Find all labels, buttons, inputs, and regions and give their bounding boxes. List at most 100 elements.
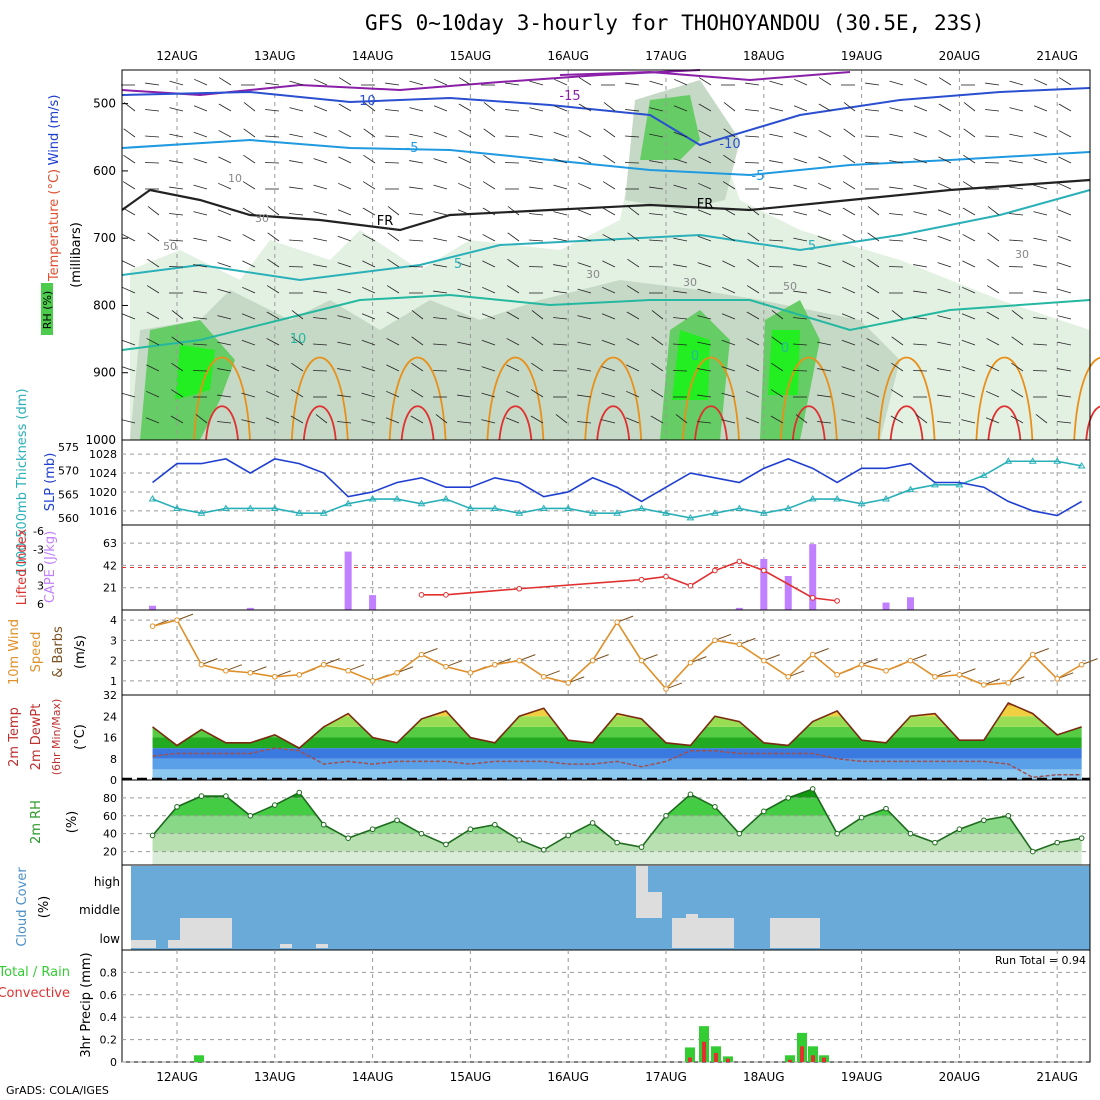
wind-barb <box>963 102 976 112</box>
wind-barb-10m <box>641 654 658 662</box>
rh-band <box>152 851 1082 865</box>
bottom-day-label: 21AUG <box>1036 1070 1078 1084</box>
wind-barb <box>1057 209 1072 216</box>
contour-label: 10 <box>290 332 307 347</box>
wind-barb <box>1057 341 1072 346</box>
slp-axis: 1028 1024 1020 1016 575 570 565 560 <box>58 441 117 525</box>
wind-barb <box>242 286 256 294</box>
wind-barb <box>193 105 208 112</box>
wind-barb <box>481 366 496 372</box>
bottom-day-label: 19AUG <box>841 1070 883 1084</box>
wind-barb <box>1009 133 1024 138</box>
wind-speed-point <box>565 680 572 686</box>
wind-barb <box>217 262 232 268</box>
upper-ylabel-rh: RH (%) <box>41 291 54 329</box>
wind-barb <box>961 392 976 398</box>
thickness-point <box>931 480 939 488</box>
wind-barb <box>553 105 568 112</box>
wind10m-panel: 4 3 2 1 10m Wind Speed & Barbs (m/s) <box>7 609 1098 696</box>
wind-barb <box>1033 211 1048 216</box>
rh2m-point <box>443 841 449 848</box>
wind-speed-point <box>858 661 865 668</box>
wind-barb <box>985 109 1000 112</box>
wind-barb <box>962 260 976 268</box>
thickness-point <box>857 499 866 507</box>
wind-barb <box>169 133 184 138</box>
wind-barb <box>171 362 184 372</box>
wind-barb <box>649 186 664 190</box>
wind-barb-10m <box>323 658 340 666</box>
wind-barb <box>673 211 688 216</box>
temp-unit: (°C) <box>73 724 88 750</box>
wind-barb <box>962 181 976 190</box>
wind-barb <box>673 131 688 138</box>
wind-barb <box>793 264 808 268</box>
rh2m-point <box>540 846 547 853</box>
wind-barb <box>913 290 928 294</box>
contour-15-loop <box>193 356 251 441</box>
wind-barb <box>913 158 928 164</box>
wind-speed-point <box>492 661 498 668</box>
wind-barb <box>578 156 592 164</box>
wind-barb <box>553 343 568 346</box>
thickness-tick: 565 <box>58 488 79 501</box>
precip-tick: 0.2 <box>100 1034 118 1047</box>
wind-speed-point <box>149 623 156 629</box>
rh-band <box>152 797 1082 816</box>
wind-speed-point <box>320 661 327 668</box>
wind-tick: 2 <box>110 655 117 668</box>
wind-speed-point <box>809 651 816 658</box>
cloud-unit: (%) <box>37 896 52 919</box>
wind-ylabel-3: & Barbs <box>51 626 66 678</box>
contour-labels: -15 -10 -10 -5 -5 FR FR 5 5 10 0 0 10 30 50 30 50 30 30 <box>163 89 1029 364</box>
rh2m-point <box>761 808 767 815</box>
wind-barb-10m <box>250 666 267 674</box>
wind-barb <box>841 339 856 346</box>
wind-barb <box>362 234 376 242</box>
wind-barb <box>865 135 880 138</box>
thickness-point <box>197 509 206 516</box>
rh2m-point <box>687 791 694 798</box>
precip-conv-bar <box>726 1058 730 1062</box>
wind-barb <box>457 315 472 320</box>
wind-barb <box>433 290 448 294</box>
li-tick: -3 <box>33 543 44 556</box>
wind-barb <box>843 102 856 112</box>
thickness-point <box>588 509 597 516</box>
wind-barb <box>985 82 1000 86</box>
cape-bar <box>735 607 743 610</box>
wind-barb <box>338 182 352 190</box>
rh2m-point <box>614 839 620 846</box>
dewpoint-line <box>152 747 1082 779</box>
wind-barb <box>745 417 760 424</box>
contour-minus15 <box>121 69 701 97</box>
wind-barb <box>722 207 736 216</box>
thickness-point <box>222 504 230 511</box>
wind-barb <box>697 394 712 398</box>
wind-barb <box>673 237 688 242</box>
precip-total-bar <box>808 1046 818 1062</box>
wind-barb <box>410 389 424 398</box>
cloud-block <box>131 940 156 948</box>
contour-label: 30 <box>586 268 600 281</box>
wind-barb <box>818 182 832 190</box>
rh2m-point <box>369 826 376 833</box>
cape-axis: -6 -3 0 3 6 63 42 21 <box>33 525 117 611</box>
li-tick: 0 <box>37 562 44 575</box>
wind-barb <box>385 109 400 112</box>
wind-barb <box>673 317 688 320</box>
top-day-label: 21AUG <box>1036 49 1078 63</box>
wind-barb <box>771 310 784 320</box>
wind-barb <box>435 414 448 424</box>
pressure-tick: 1000 <box>85 433 116 447</box>
precip-tick: 0.4 <box>100 1011 118 1024</box>
thickness-point <box>686 513 695 521</box>
wind-barb <box>146 338 160 346</box>
lifted-index-point <box>809 595 816 601</box>
wind-barb <box>554 78 568 86</box>
temp-ylabel-3: (6hr Min/Max) <box>50 699 63 776</box>
wind-barb <box>241 392 256 398</box>
contour-15-loop <box>779 356 838 441</box>
wind-barb <box>793 105 808 112</box>
wind-barb <box>315 414 328 424</box>
